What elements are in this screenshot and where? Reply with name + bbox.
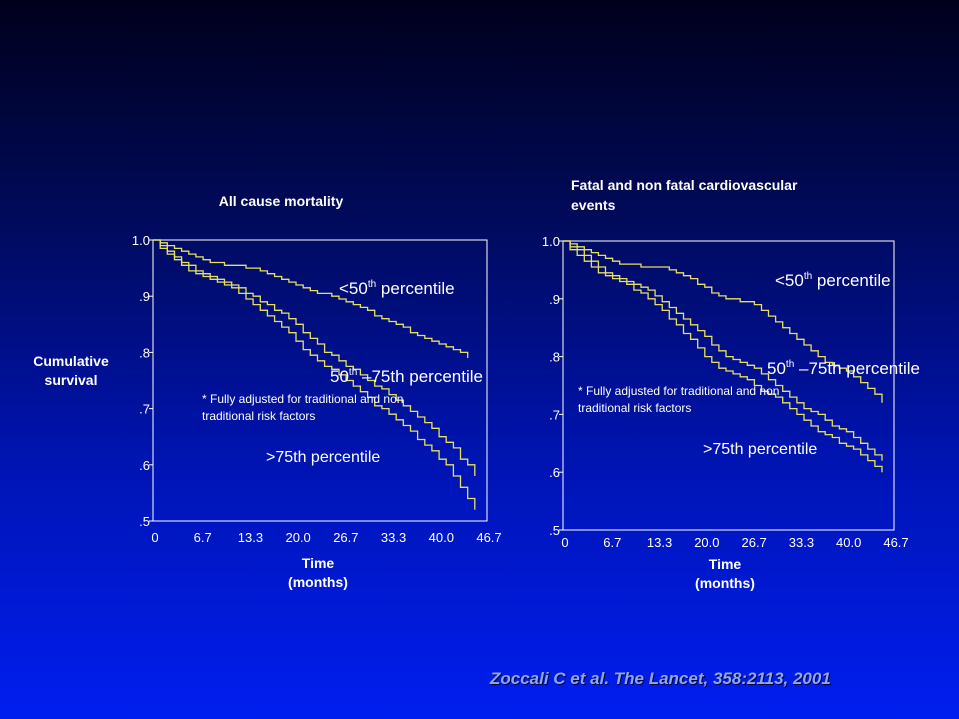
adjustment-note: * Fully adjusted for traditional and non: [578, 384, 779, 398]
x-tick-label: 26.7: [333, 530, 358, 545]
x-tick-label: 20.0: [694, 535, 719, 550]
x-axis-label: (months): [288, 574, 348, 590]
y-tick-label: 1.0: [132, 233, 150, 248]
x-tick-label: 40.0: [836, 535, 861, 550]
y-tick-label: .8: [139, 345, 150, 360]
x-tick-label: 46.7: [883, 535, 908, 550]
x-tick-label: 33.3: [381, 530, 406, 545]
y-tick-label: .9: [139, 289, 150, 304]
y-axis-label: Cumulative: [33, 353, 109, 369]
chart-title: All cause mortality: [219, 193, 344, 209]
plot-frame: [152, 239, 488, 522]
x-axis-label: (months): [695, 575, 755, 591]
chart-title: Fatal and non fatal cardiovascular events: [571, 177, 798, 213]
x-tick-label: 13.3: [647, 535, 672, 550]
x-tick-label: 6.7: [603, 535, 621, 550]
x-tick-label: 40.0: [429, 530, 454, 545]
series-line-1: [563, 240, 883, 403]
x-tick-label: 6.7: [194, 530, 212, 545]
series-label-2: 50th –75th percentile: [767, 359, 920, 378]
series-line-1: [153, 239, 469, 358]
series-label-1: <50th percentile: [339, 279, 455, 298]
chart-2: Fatal and non fatal cardiovascular events…: [542, 177, 920, 591]
y-tick-label: 1.0: [542, 234, 560, 249]
adjustment-note: traditional risk factors: [578, 401, 691, 415]
adjustment-note: traditional risk factors: [202, 409, 315, 423]
y-tick-label: .9: [549, 292, 560, 307]
y-tick-label: .5: [139, 514, 150, 529]
citation: Zoccali C et al. The Lancet, 358:2113, 2…: [490, 669, 831, 688]
series-line-3: [153, 239, 476, 510]
x-axis-label: Time: [302, 555, 335, 571]
x-tick-label: 0: [561, 535, 568, 550]
series-line-2: [563, 240, 883, 461]
series-line-2: [153, 239, 476, 476]
series-line-3: [563, 240, 883, 473]
x-tick-label: 13.3: [238, 530, 263, 545]
y-tick-label: .7: [139, 402, 150, 417]
adjustment-note: * Fully adjusted for traditional and non: [202, 392, 403, 406]
series-label-2: 50th –75th percentile: [330, 367, 483, 386]
series-label-1: <50th percentile: [775, 271, 891, 290]
x-tick-label: 46.7: [476, 530, 501, 545]
x-tick-label: 26.7: [741, 535, 766, 550]
x-tick-label: 20.0: [285, 530, 310, 545]
x-axis-label: Time: [709, 556, 742, 572]
plot-frame: [562, 240, 895, 531]
x-tick-label: 33.3: [789, 535, 814, 550]
y-tick-label: .8: [549, 350, 560, 365]
series-label-3: >75th percentile: [703, 441, 817, 458]
series-label-3: >75th percentile: [266, 449, 380, 466]
y-tick-label: .5: [549, 523, 560, 538]
y-tick-label: .7: [549, 407, 560, 422]
chart-1: All cause mortality .5 .6 .7 .8 .9 1.0 0 6.7 13.3…: [33, 193, 501, 590]
y-tick-label: .6: [549, 465, 560, 480]
y-tick-label: .6: [139, 458, 150, 473]
y-axis-label: survival: [45, 372, 98, 388]
x-tick-label: 0: [151, 530, 158, 545]
